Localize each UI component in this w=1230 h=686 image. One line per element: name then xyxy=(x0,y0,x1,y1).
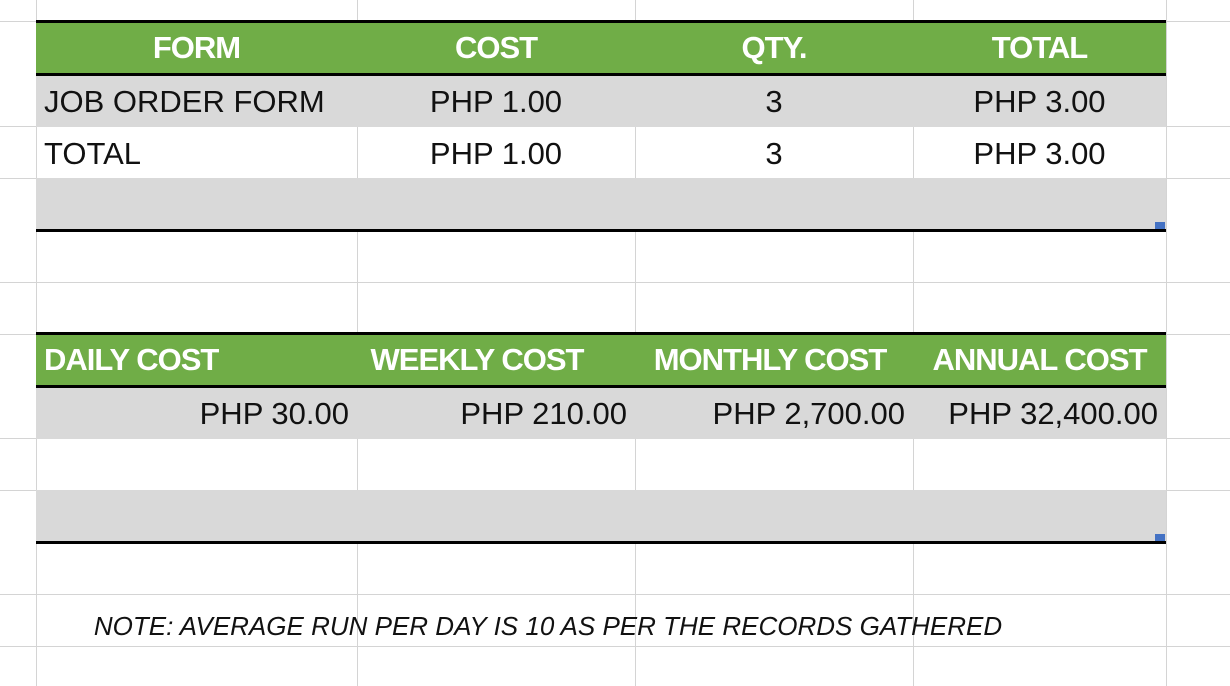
note-text[interactable]: NOTE: AVERAGE RUN PER DAY IS 10 AS PER T… xyxy=(93,611,1003,641)
grid-line xyxy=(0,594,1230,595)
cell-qty[interactable]: 3 xyxy=(765,136,783,171)
cell-total[interactable]: PHP 3.00 xyxy=(973,84,1106,119)
table-bottom-border xyxy=(36,229,1166,232)
cell-qty[interactable]: 3 xyxy=(765,84,783,119)
header-weekly-cost[interactable]: WEEKLY COST xyxy=(370,342,585,377)
cell-annual-cost[interactable]: PHP 32,400.00 xyxy=(948,396,1158,431)
table-row-band xyxy=(36,76,1166,127)
cell-cost[interactable]: PHP 1.00 xyxy=(429,136,563,171)
fill-handle-icon[interactable] xyxy=(1155,222,1165,229)
cell-form[interactable]: JOB ORDER FORM xyxy=(44,84,325,119)
header-cost[interactable]: COST xyxy=(454,30,538,65)
cost-table-header xyxy=(36,23,1166,73)
header-bottom-border xyxy=(36,385,1166,388)
grid-line xyxy=(0,646,1230,647)
header-form[interactable]: FORM xyxy=(152,30,241,65)
table-top-border xyxy=(36,332,1166,335)
header-daily-cost[interactable]: DAILY COST xyxy=(44,342,219,377)
grid-line xyxy=(0,282,1230,283)
cell-cost[interactable]: PHP 1.00 xyxy=(429,84,563,119)
header-qty[interactable]: QTY. xyxy=(741,30,808,65)
table-top-border xyxy=(36,20,1166,23)
grid-line xyxy=(1166,0,1167,686)
fill-handle-icon[interactable] xyxy=(1155,534,1165,541)
table-row-band xyxy=(36,178,1166,229)
cell-weekly-cost[interactable]: PHP 210.00 xyxy=(460,396,627,431)
header-bottom-border xyxy=(36,73,1166,76)
header-monthly-cost[interactable]: MONTHLY COST xyxy=(653,342,888,377)
cell-total[interactable]: PHP 3.00 xyxy=(973,136,1106,171)
table-row-band xyxy=(36,388,1166,439)
table-bottom-border xyxy=(36,541,1166,544)
cell-daily-cost[interactable]: PHP 30.00 xyxy=(199,396,349,431)
cell-monthly-cost[interactable]: PHP 2,700.00 xyxy=(712,396,905,431)
table-row-band xyxy=(36,490,1166,541)
cell-form[interactable]: TOTAL xyxy=(44,136,142,171)
header-total[interactable]: TOTAL xyxy=(991,30,1088,65)
period-table-header xyxy=(36,335,1166,385)
header-annual-cost[interactable]: ANNUAL COST xyxy=(932,342,1147,377)
